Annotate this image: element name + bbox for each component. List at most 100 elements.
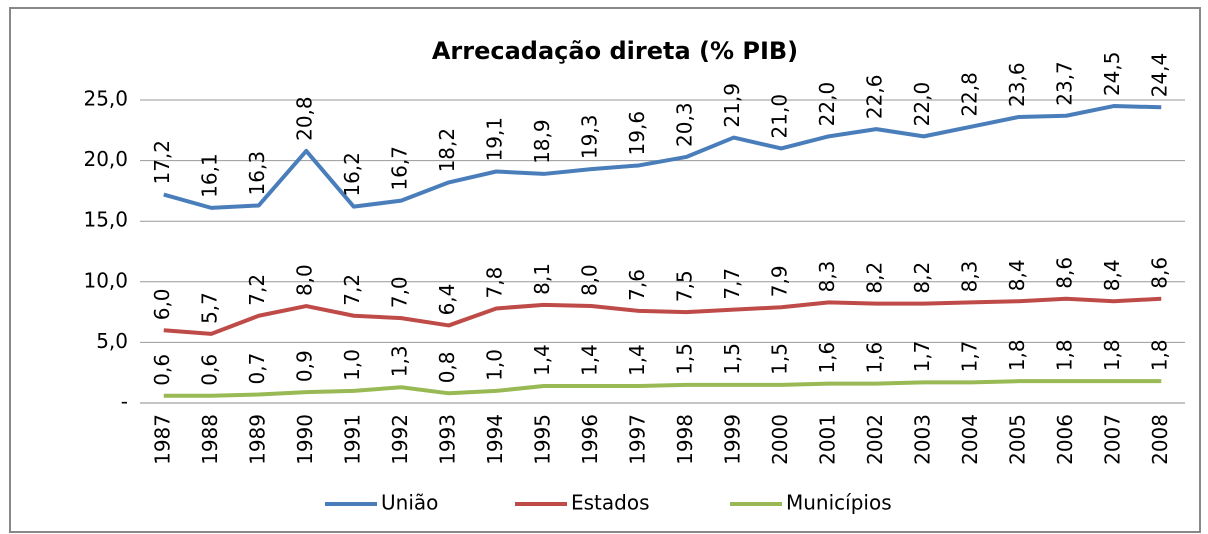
data-label: 1,3 [388,345,412,377]
data-label: 1,8 [1053,339,1077,371]
chart-frame [9,7,1201,533]
x-tick-label: 2001 [815,414,839,465]
data-label: 24,5 [1100,52,1124,97]
x-tick-label: 2008 [1148,414,1172,465]
data-label: 7,8 [483,267,507,299]
data-label: 1,6 [863,342,887,374]
x-tick-label: 2005 [1005,414,1029,465]
y-tick-label: 10,0 [83,268,128,292]
y-tick-label: 20,0 [83,147,128,171]
series-line [163,104,1162,210]
data-label: 8,2 [863,262,887,294]
data-label: 22,0 [910,82,934,127]
y-tick-label: 25,0 [83,87,128,111]
data-label: 1,0 [483,349,507,381]
data-label: 0,6 [198,354,222,386]
data-label: 18,2 [435,128,459,173]
data-label: 1,5 [720,343,744,375]
x-tick-label: 2000 [768,414,792,465]
data-label: 7,5 [673,270,697,302]
data-label: 22,0 [815,82,839,127]
data-label: 20,8 [293,96,317,141]
data-label: 1,8 [1148,339,1172,371]
data-label: 19,1 [483,117,507,162]
data-label: 8,0 [293,264,317,296]
data-label: 16,7 [388,146,412,191]
data-label: 8,3 [815,261,839,293]
x-tick-label: 2007 [1100,414,1124,465]
data-label: 0,6 [150,354,174,386]
data-label: 1,4 [530,344,554,376]
y-tick-label: - [121,390,128,414]
data-label: 8,6 [1053,257,1077,289]
data-label: 8,2 [910,262,934,294]
x-tick-label: 2002 [863,414,887,465]
x-tick-label: 1996 [578,414,602,465]
x-tick-label: 2004 [958,414,982,465]
x-tick-label: 1992 [388,414,412,465]
legend-label: Municípios [786,491,892,515]
x-tick-label: 2006 [1053,414,1077,465]
x-tick-label: 1993 [435,414,459,465]
x-tick-label: 1988 [198,414,222,465]
x-tick-label: 1987 [150,414,174,465]
legend-label: União [381,491,438,515]
x-tick-label: 1990 [293,414,317,465]
data-label: 1,4 [578,344,602,376]
data-label: 21,9 [720,83,744,128]
data-label: 22,6 [863,75,887,120]
x-tick-label: 1989 [245,414,269,465]
data-label: 16,3 [245,151,269,196]
series-line [163,296,1162,336]
data-label: 1,0 [340,349,364,381]
data-label: 16,1 [198,153,222,198]
y-tick-label: 15,0 [83,208,128,232]
data-label: 6,4 [435,284,459,316]
data-label: 8,4 [1005,259,1029,291]
data-label: 20,3 [673,102,697,147]
legend-label: Estados [571,491,650,515]
data-label: 19,3 [578,115,602,160]
data-label: 8,4 [1100,259,1124,291]
data-label: 7,0 [388,276,412,308]
data-label: 1,6 [815,342,839,374]
data-label: 1,8 [1100,339,1124,371]
data-label: 19,6 [625,111,649,156]
x-tick-label: 1997 [625,414,649,465]
x-tick-label: 1991 [340,414,364,465]
data-label: 7,7 [720,268,744,300]
x-tick-label: 2003 [910,414,934,465]
data-label: 8,6 [1148,257,1172,289]
data-label: 0,7 [245,353,269,385]
data-label: 21,0 [768,94,792,139]
data-label: 18,9 [530,119,554,164]
data-label: 16,2 [340,152,364,197]
data-label: 1,5 [768,343,792,375]
data-label: 0,8 [435,351,459,383]
data-label: 6,0 [150,288,174,320]
data-label: 1,7 [958,341,982,373]
series-line [163,379,1162,398]
x-tick-label: 1995 [530,414,554,465]
x-tick-label: 1994 [483,414,507,465]
data-label: 23,7 [1053,61,1077,106]
data-label: 7,9 [768,265,792,297]
data-label: 0,9 [293,350,317,382]
data-label: 1,8 [1005,339,1029,371]
data-label: 22,8 [958,72,982,117]
data-label: 7,2 [340,274,364,306]
data-label: 17,2 [150,140,174,185]
y-tick-label: 5,0 [96,329,128,353]
data-label: 8,0 [578,264,602,296]
chart-title: Arrecadação direta (% PIB) [432,37,798,65]
data-label: 8,3 [958,261,982,293]
data-label: 8,1 [530,263,554,295]
data-label: 7,2 [245,274,269,306]
data-label: 1,5 [673,343,697,375]
data-label: 7,6 [625,269,649,301]
x-tick-label: 1999 [720,414,744,465]
data-label: 5,7 [198,292,222,324]
data-label: 23,6 [1005,62,1029,107]
data-label: 1,7 [910,341,934,373]
